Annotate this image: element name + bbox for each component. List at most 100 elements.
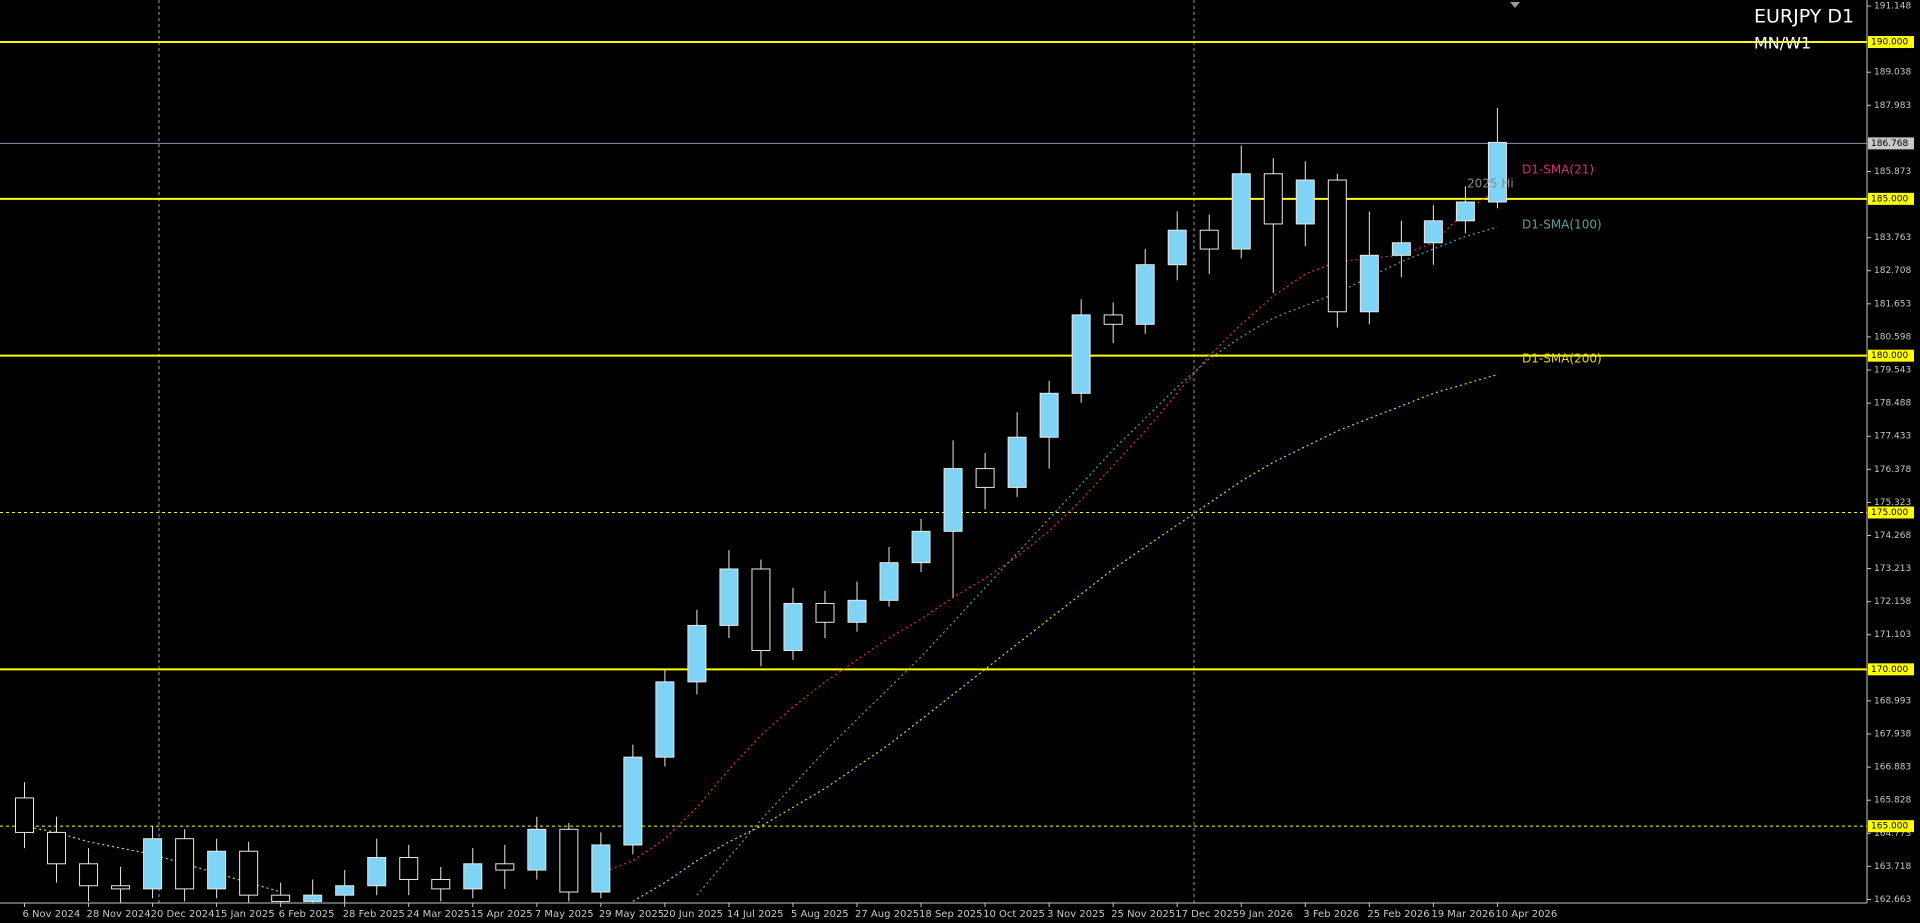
y-tick-label: 175.323 <box>1874 498 1911 508</box>
y-tick-label: 164.773 <box>1874 829 1911 839</box>
candle-body <box>783 602 803 652</box>
candle-body <box>79 863 99 887</box>
price-level-label: 175.000 <box>1871 508 1908 518</box>
x-tick-label: 18 Sep 2025 <box>919 909 982 920</box>
candle-body <box>431 878 451 890</box>
price-level-label: 180.000 <box>1871 351 1908 361</box>
candle-body <box>1231 173 1251 250</box>
x-tick-label: 3 Feb 2026 <box>1303 909 1359 920</box>
candle-body <box>943 468 963 532</box>
y-tick-label: 165.828 <box>1874 796 1911 806</box>
x-tick-label: 3 Nov 2025 <box>1047 909 1105 920</box>
candle-body <box>879 562 899 601</box>
candle-body <box>623 756 643 846</box>
candle-body <box>911 530 931 564</box>
candle-body <box>1199 229 1219 250</box>
y-tick-label: 189.038 <box>1874 68 1911 78</box>
candle-body <box>591 844 611 893</box>
candle-body <box>271 894 291 902</box>
current-price-label: 186.768 <box>1871 139 1908 149</box>
y-tick-label: 166.883 <box>1874 763 1911 773</box>
candle-body <box>1295 179 1315 225</box>
candle-body <box>1455 201 1475 222</box>
x-tick-label: 7 May 2025 <box>535 909 594 920</box>
price-level-tag <box>1868 36 1914 49</box>
candle-body <box>719 568 739 626</box>
candle-body <box>463 863 483 890</box>
candle-body <box>1423 220 1443 244</box>
chart-title: EURJPY D1 <box>1754 6 1854 28</box>
x-tick-label: 28 Feb 2025 <box>343 909 405 920</box>
y-tick-label: 191.148 <box>1874 2 1911 12</box>
candle-body <box>15 797 34 833</box>
price-level-tag <box>1868 663 1914 676</box>
x-tick-label: 5 Aug 2025 <box>791 909 849 920</box>
price-level-label: 165.000 <box>1871 822 1908 832</box>
moving-average-label: D1-SMA(200) <box>1522 352 1602 366</box>
x-tick-label: 28 Nov 2024 <box>87 909 151 920</box>
current-price-tag <box>1868 137 1914 150</box>
candle-body <box>975 468 995 488</box>
chart-subtitle: MN/W1 <box>1754 34 1811 53</box>
candle-body <box>111 885 131 890</box>
candle-body <box>303 894 323 902</box>
x-tick-label: 6 Nov 2024 <box>23 909 81 920</box>
y-tick-label: 185.873 <box>1874 167 1911 177</box>
x-tick-label: 14 Jul 2025 <box>727 909 784 920</box>
y-tick-label: 176.378 <box>1874 465 1911 475</box>
candle-body <box>1007 436 1027 488</box>
y-tick-label: 182.708 <box>1874 266 1911 276</box>
x-tick-label: 6 Feb 2025 <box>279 909 335 920</box>
x-tick-label: 15 Jan 2025 <box>215 909 275 920</box>
y-tick-label: 163.718 <box>1874 862 1911 872</box>
x-tick-label: 17 Dec 2025 <box>1175 909 1239 920</box>
candle-body <box>399 857 419 880</box>
x-tick-label: 27 Aug 2025 <box>855 909 919 920</box>
x-tick-label: 25 Feb 2026 <box>1367 909 1429 920</box>
y-tick-label: 183.763 <box>1874 233 1911 243</box>
x-tick-label: 10 Oct 2025 <box>983 909 1045 920</box>
y-tick-label: 171.103 <box>1874 630 1911 640</box>
price-level-label: 185.000 <box>1871 194 1908 204</box>
price-level-tag <box>1868 820 1914 833</box>
candle-body <box>143 838 163 890</box>
x-tick-label: 20 Dec 2024 <box>151 909 215 920</box>
y-tick-label: 178.488 <box>1874 399 1911 409</box>
candle-body <box>687 624 707 683</box>
price-level-label: 170.000 <box>1871 665 1908 675</box>
y-tick-label: 187.983 <box>1874 101 1911 111</box>
candle-body <box>1487 141 1507 203</box>
candle-body <box>1071 314 1091 394</box>
candle-body <box>1391 242 1411 256</box>
x-tick-label: 20 Jun 2025 <box>663 909 723 920</box>
candle-body <box>1359 254 1379 313</box>
moving-average-label: D1-SMA(21) <box>1522 163 1594 177</box>
x-tick-label: 19 Mar 2026 <box>1431 909 1494 920</box>
y-tick-label: 162.663 <box>1874 895 1911 905</box>
candle-body <box>847 599 867 623</box>
y-tick-label: 172.158 <box>1874 597 1911 607</box>
price-level-tag <box>1868 506 1914 519</box>
candle-body <box>495 863 515 871</box>
candle-body <box>1103 314 1123 325</box>
y-tick-label: 177.433 <box>1874 432 1911 442</box>
y-tick-label: 180.598 <box>1874 332 1911 342</box>
x-tick-label: 15 Apr 2025 <box>471 909 533 920</box>
x-tick-label: 29 May 2025 <box>599 909 664 920</box>
annotation: 2025 Hi <box>1467 177 1514 191</box>
candle-body <box>751 568 771 652</box>
candle-body <box>175 838 195 890</box>
candle-body <box>1039 392 1059 438</box>
candle-body <box>367 857 387 887</box>
x-tick-label: 9 Jan 2026 <box>1239 909 1293 920</box>
candle-body <box>527 828 547 871</box>
y-tick-label: 168.993 <box>1874 696 1911 706</box>
moving-average-label: D1-SMA(100) <box>1522 218 1602 232</box>
candle-body <box>815 602 835 623</box>
y-tick-label: 167.938 <box>1874 730 1911 740</box>
y-tick-label: 173.213 <box>1874 564 1911 574</box>
y-tick-label: 174.268 <box>1874 531 1911 541</box>
